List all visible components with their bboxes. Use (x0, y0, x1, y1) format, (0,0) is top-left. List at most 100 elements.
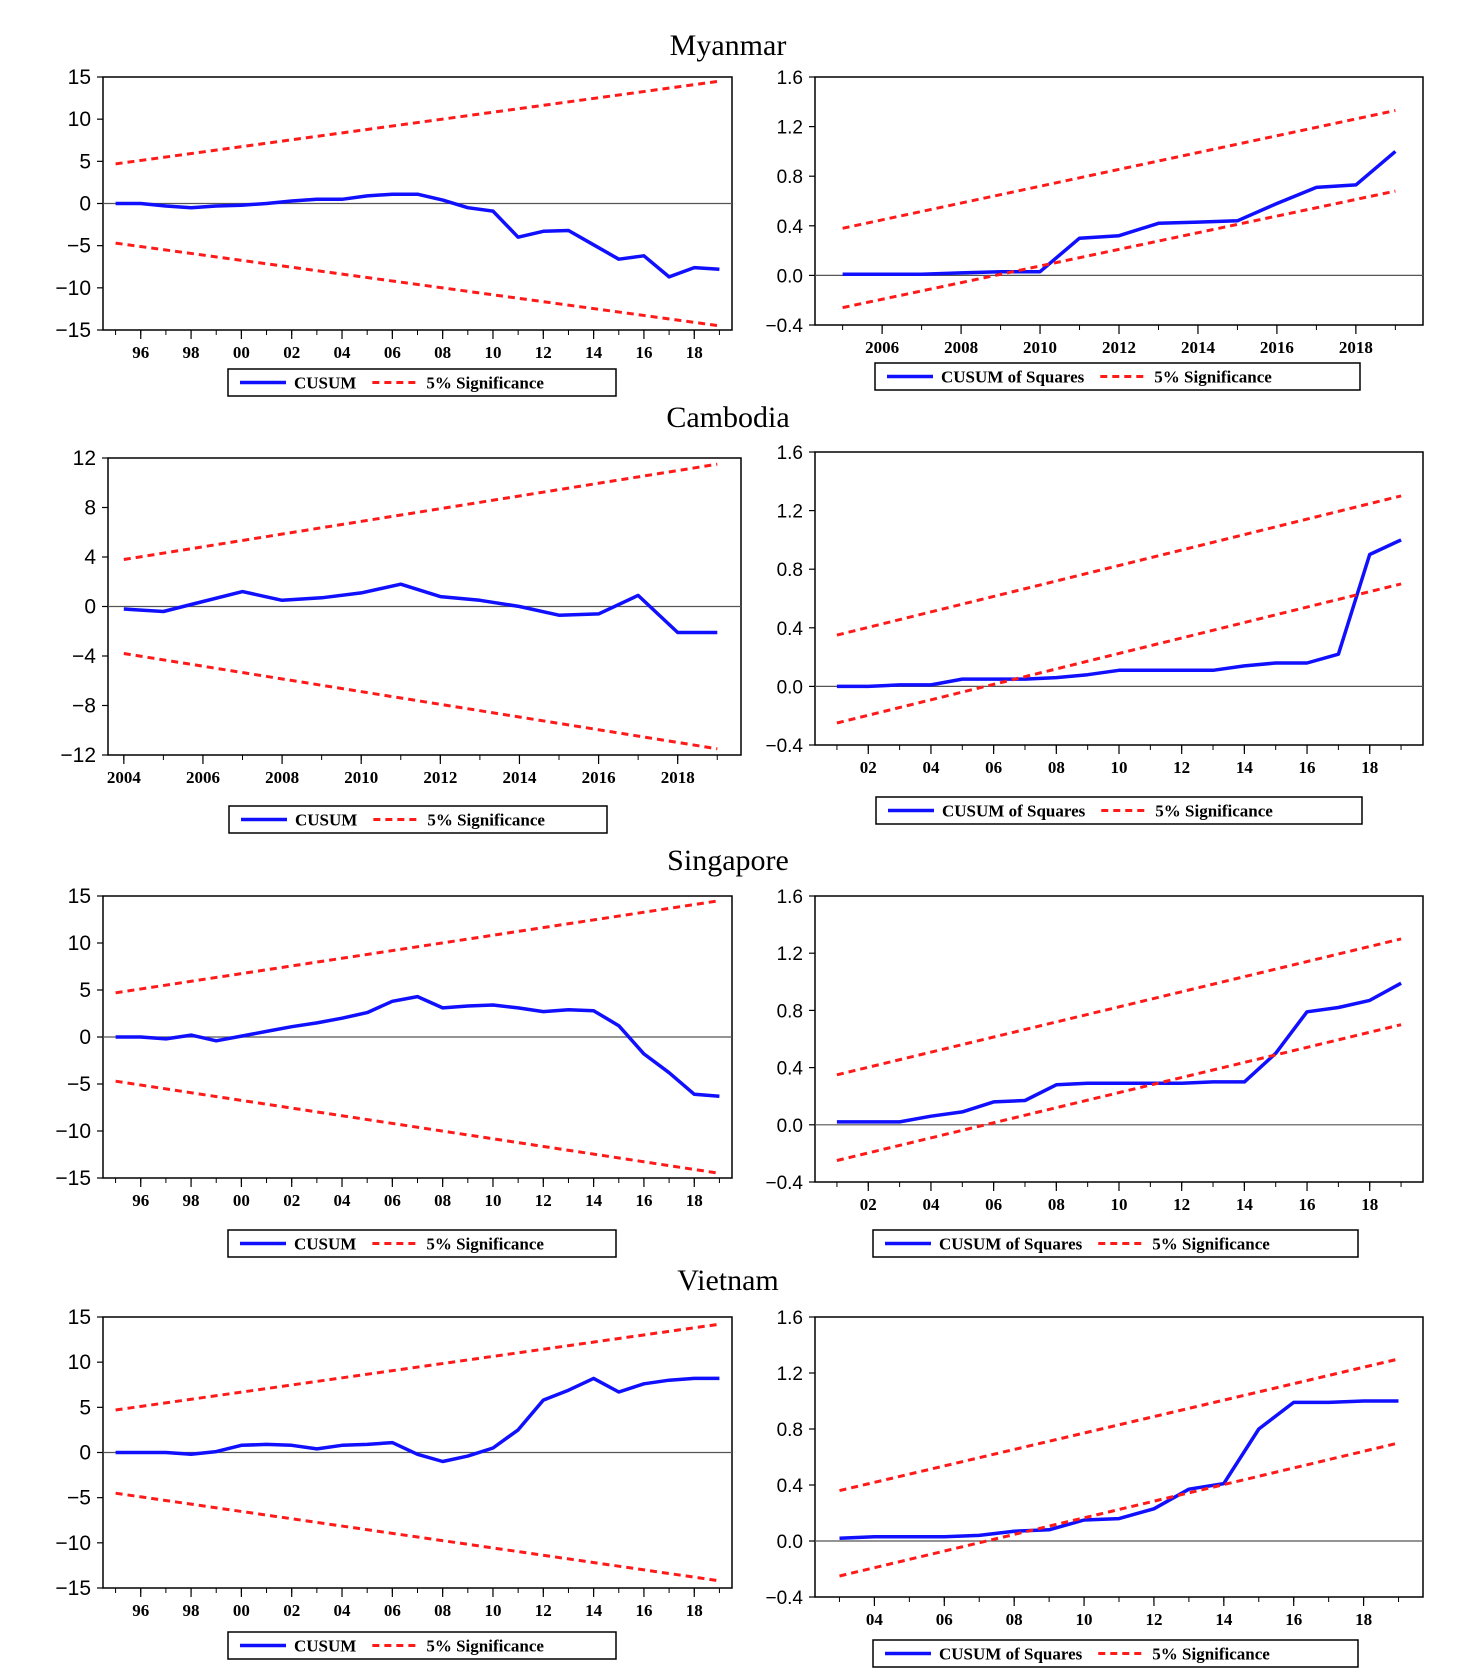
legend-label-significance: 5% Significance (427, 811, 545, 830)
significance-lower-line (839, 1441, 1399, 1578)
x-tick-label: 2016 (1260, 338, 1294, 357)
y-tick-label: 0.4 (777, 619, 804, 640)
x-tick-label: 2006 (865, 338, 899, 357)
y-tick-label: 4 (84, 546, 96, 569)
legend-box (227, 1229, 617, 1258)
x-tick-label: 18 (1361, 758, 1378, 777)
x-tick-label: 08 (1048, 758, 1065, 777)
chart-vietnam-cusumsq: 1.6 1.2 0.8 0.4 0.0 −0.4 04 06 08 10 12 14 16 18 CUSUM… (765, 1308, 1424, 1668)
x-tick-label: 10 (1111, 758, 1128, 777)
x-tick-label: 16 (635, 1191, 652, 1210)
chart-singapore-cusum: 15 10 5 0 −5 −10 −15 96 98 00 02 04 06 08 10 12 14 16 18 CU… (55, 885, 733, 1258)
significance-upper-line (123, 462, 718, 561)
x-tick-label: 98 (183, 343, 200, 362)
x-tick-label: 16 (635, 343, 652, 362)
x-tick-label: 2004 (107, 768, 142, 787)
y-tick-label: 1.2 (777, 1364, 803, 1385)
y-tick-label: −0.4 (765, 1173, 803, 1194)
x-tick-label: 06 (384, 1601, 401, 1620)
legend-label-cusum: CUSUM of Squares (939, 1645, 1083, 1664)
legend: CUSUM 5% Significance (227, 368, 617, 397)
chart-vietnam-cusum: 15 10 5 0 −5 −10 −15 96 98 00 02 04 06 08 10 12 14 16 18 CU… (55, 1306, 733, 1660)
y-tick-label: 5 (79, 150, 91, 173)
y-tick-label: −15 (55, 1577, 91, 1600)
y-tick-label: 15 (68, 66, 91, 89)
title-vietnam: Vietnam (677, 1264, 779, 1297)
y-tick-label: 10 (68, 1351, 91, 1374)
x-tick-label: 10 (1111, 1195, 1128, 1214)
legend-label-significance: 5% Significance (1152, 1645, 1270, 1664)
x-tick-label: 08 (434, 1191, 451, 1210)
significance-lower-line (123, 652, 718, 751)
x-tick-label: 04 (922, 1195, 940, 1214)
y-tick-label: 0.0 (777, 266, 803, 287)
legend-label-significance: 5% Significance (426, 1637, 544, 1656)
x-tick-label: 96 (132, 1601, 149, 1620)
series-line-cusum (842, 150, 1397, 276)
y-tick-label: −15 (55, 319, 91, 342)
series-line-cusum (839, 1399, 1399, 1540)
x-tick-label: 2014 (1181, 338, 1216, 357)
y-tick-label: 0.0 (777, 1116, 803, 1137)
x-tick-label: 96 (132, 343, 149, 362)
y-tick-label: −0.4 (765, 316, 803, 337)
legend: CUSUM of Squares 5% Significance (872, 1639, 1359, 1668)
x-tick-label: 18 (1361, 1195, 1378, 1214)
x-tick-label: 04 (334, 1191, 352, 1210)
chart-cambodia-cusum: 12 8 4 0 −4 −8 −12 2004 2006 2008 2010 2012 2014 2016… (60, 447, 742, 834)
x-tick-label: 06 (384, 1191, 401, 1210)
x-tick-label: 00 (233, 1601, 250, 1620)
significance-lower-line (836, 1023, 1402, 1162)
x-tick-label: 10 (484, 1601, 501, 1620)
legend-label-significance: 5% Significance (1152, 1235, 1270, 1254)
significance-lower-line (115, 241, 720, 328)
x-tick-label: 12 (1145, 1610, 1162, 1629)
legend: CUSUM 5% Significance (227, 1229, 617, 1258)
y-tick-label: −10 (55, 1120, 91, 1143)
legend-label-significance: 5% Significance (1155, 802, 1273, 821)
x-tick-label: 98 (183, 1191, 200, 1210)
x-tick-label: 98 (183, 1601, 200, 1620)
plot-frame (814, 1316, 1424, 1598)
legend-label-cusum: CUSUM (294, 1235, 356, 1254)
x-tick-label: 2018 (661, 768, 695, 787)
plot-frame (814, 76, 1424, 326)
y-tick-label: 0 (79, 1442, 91, 1465)
x-tick-label: 02 (860, 758, 877, 777)
y-tick-label: −8 (72, 695, 96, 718)
legend-label-cusum: CUSUM (294, 374, 356, 393)
legend-label-significance: 5% Significance (1154, 368, 1272, 387)
y-tick-label: −0.4 (765, 736, 803, 757)
y-tick-label: −5 (67, 1487, 91, 1510)
x-tick-label: 14 (585, 343, 603, 362)
significance-upper-line (836, 937, 1402, 1077)
legend-label-significance: 5% Significance (426, 374, 544, 393)
x-tick-label: 06 (985, 758, 1002, 777)
y-tick-label: −10 (55, 277, 91, 300)
legend: CUSUM of Squares 5% Significance (874, 362, 1361, 391)
y-tick-label: 0 (84, 596, 96, 619)
significance-upper-line (836, 494, 1402, 637)
legend: CUSUM 5% Significance (227, 1631, 617, 1660)
x-tick-label: 06 (985, 1195, 1002, 1214)
x-tick-label: 2010 (1023, 338, 1057, 357)
significance-upper-line (839, 1357, 1399, 1493)
title-myanmar: Myanmar (670, 29, 787, 62)
x-tick-label: 12 (1173, 758, 1190, 777)
y-tick-label: 1.2 (777, 502, 803, 523)
x-tick-label: 02 (283, 343, 300, 362)
chart-myanmar-cusum: 15 10 5 0 −5 −10 −15 96 98 00 02 04 06 08 10 12 14 16 18 CU… (55, 66, 733, 397)
x-tick-label: 10 (1076, 1610, 1093, 1629)
chart-singapore-cusumsq: 1.61.20.80.40.0−0.402 04 06 08 10 12 14 16 18CUS… (765, 887, 1424, 1258)
legend-label-cusum: CUSUM of Squares (941, 368, 1085, 387)
x-tick-label: 12 (535, 343, 552, 362)
legend: CUSUM of Squares 5% Significance (875, 796, 1363, 825)
legend-label-significance: 5% Significance (426, 1235, 544, 1254)
x-tick-label: 18 (686, 1191, 703, 1210)
x-tick-label: 2018 (1339, 338, 1373, 357)
chart-myanmar-cusumsq: 1.6 1.2 0.8 0.4 0.0 −0.4 2006 2008 2010 2012 2014 2… (765, 68, 1424, 391)
x-tick-label: 10 (484, 343, 501, 362)
title-cambodia: Cambodia (666, 401, 789, 434)
legend-label-cusum: CUSUM of Squares (942, 802, 1086, 821)
